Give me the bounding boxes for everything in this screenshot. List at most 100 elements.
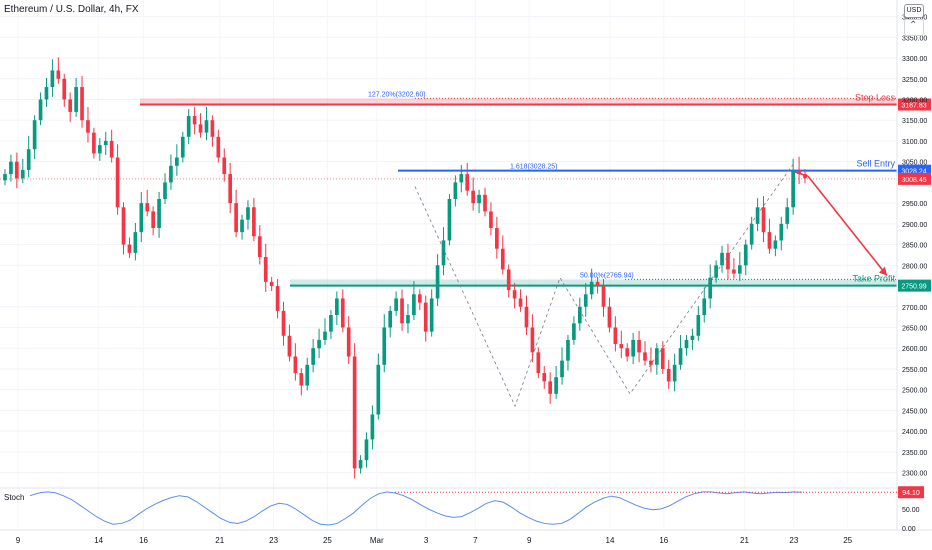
candle-body	[92, 132, 96, 154]
currency-badge[interactable]: USD	[904, 4, 924, 18]
price-tick-label: 3150.00	[902, 118, 927, 125]
candle-body	[305, 364, 310, 386]
candle-body	[80, 87, 84, 121]
level-price-badge-text: 3028.24	[901, 169, 926, 176]
candle-body	[471, 190, 475, 204]
candle-body	[429, 298, 434, 332]
candle-body	[252, 207, 256, 237]
candle-body	[246, 207, 250, 220]
candle-body	[228, 174, 233, 204]
price-tick-label: 2350.00	[902, 450, 927, 457]
last-price-badge	[898, 172, 931, 185]
stoch-label: Stoch	[4, 493, 25, 502]
candle-body	[335, 298, 339, 316]
candle-body	[743, 244, 748, 266]
candle-body	[572, 323, 576, 340]
candle-body	[465, 174, 470, 191]
target-arrow-head	[879, 266, 887, 276]
candle-body	[364, 439, 369, 461]
candle-body	[459, 174, 464, 183]
candle-body	[761, 207, 766, 233]
candle-body	[453, 182, 458, 199]
candle-body	[672, 364, 677, 382]
price-tick-label: 2650.00	[902, 325, 927, 332]
time-tick-label: 21	[740, 536, 749, 545]
candle-body	[317, 339, 321, 349]
candle-body	[726, 252, 730, 270]
candle-body	[388, 310, 393, 328]
candle-body	[714, 265, 718, 278]
candle-body	[263, 257, 268, 282]
target-arrow	[807, 175, 888, 277]
candle-body	[346, 327, 351, 357]
pattern-dashed-line	[414, 161, 796, 408]
candle-body	[275, 286, 280, 311]
take-profit-label: Take Profit	[852, 274, 895, 284]
price-tick-label: 2500.00	[902, 388, 927, 395]
candle-body	[157, 198, 161, 228]
candle-body	[737, 265, 742, 274]
candle-body	[127, 244, 132, 253]
candle-body	[583, 294, 588, 307]
time-tick-label: 16	[139, 536, 148, 545]
level-price-badge-text: 3187.83	[901, 103, 926, 110]
candle-body	[666, 368, 671, 382]
candle-body	[370, 414, 375, 440]
candle-body	[684, 339, 689, 349]
fib-annotation-label: 127.20%(3202.60)	[368, 91, 426, 98]
candle-body	[791, 169, 795, 208]
candle-body	[269, 281, 274, 287]
candle-body	[3, 174, 7, 181]
candle-body	[56, 70, 61, 79]
candle-body	[512, 290, 517, 299]
candle-body	[299, 373, 304, 386]
price-tick-label: 2950.00	[902, 201, 927, 208]
candle-body	[749, 223, 754, 245]
candle-body	[44, 87, 49, 100]
candle-body	[708, 277, 713, 299]
candle-body	[257, 236, 262, 258]
price-tick-label: 3350.00	[902, 35, 927, 42]
candle-body	[121, 207, 126, 245]
stop-loss-zone	[140, 98, 897, 105]
chevron-double-up-icon: ⌃	[909, 20, 918, 31]
price-tick-label: 2600.00	[902, 346, 927, 353]
candle-body	[702, 298, 707, 316]
price-tick-label: 3200.00	[902, 97, 927, 104]
candle-body	[86, 120, 90, 133]
candle-body	[234, 203, 238, 233]
time-tick-label: 14	[606, 536, 615, 545]
candle-body	[340, 298, 345, 328]
candle-body	[26, 149, 31, 170]
candle-body	[477, 194, 481, 204]
time-tick-label: 9	[527, 536, 532, 545]
time-tick-label: 3	[424, 536, 429, 545]
candle-body	[9, 161, 13, 175]
candle-body	[483, 194, 487, 212]
candle-body	[489, 211, 493, 228]
candle-body	[175, 157, 179, 166]
level-price-badge	[898, 98, 931, 111]
candle-body	[198, 124, 203, 133]
candle-body	[566, 339, 570, 361]
stop-loss-label: Stop Loss	[855, 93, 896, 103]
candle-body	[281, 310, 286, 336]
candle-body	[329, 315, 333, 332]
candle-body	[240, 219, 244, 233]
candle-body	[358, 460, 363, 469]
price-tick-label: 2850.00	[902, 243, 927, 250]
candle-body	[678, 348, 683, 365]
time-tick-label: 23	[789, 536, 798, 545]
candle-body	[619, 344, 624, 349]
candle-body	[447, 198, 452, 241]
collapse-button[interactable]: ⌃	[904, 19, 924, 36]
candle-body	[412, 294, 416, 316]
candle-body	[394, 298, 398, 311]
candle-body	[660, 348, 665, 369]
price-tick-label: 3250.00	[902, 77, 927, 84]
candle-body	[139, 203, 144, 233]
candle-body	[293, 356, 298, 374]
candle-body	[441, 240, 446, 266]
